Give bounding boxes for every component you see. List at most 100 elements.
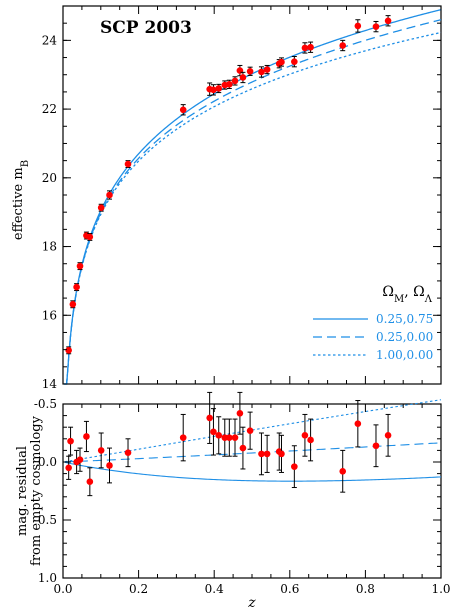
x-tick-label: 0.2 xyxy=(129,582,148,596)
y-tick-label: 22 xyxy=(42,102,57,116)
legend-label: 1.00,0.00 xyxy=(376,348,433,362)
model-curve-solid xyxy=(64,9,442,385)
bottom-point xyxy=(124,438,132,468)
top-marker xyxy=(291,58,298,65)
top-point xyxy=(263,64,271,75)
top-marker xyxy=(239,74,247,81)
y-tick-label: 0.0 xyxy=(38,455,57,469)
bottom-marker xyxy=(83,433,90,440)
top-point xyxy=(231,76,239,86)
chart-title: SCP 2003 xyxy=(100,18,192,38)
top-x-axis-ticks xyxy=(62,6,442,384)
legend-title: ΩM, ΩΛ xyxy=(382,284,432,305)
bottom-point xyxy=(106,447,113,484)
top-marker xyxy=(258,68,265,76)
bottom-marker xyxy=(301,432,309,439)
bottom-marker xyxy=(67,437,74,445)
top-marker xyxy=(65,347,72,354)
y-tick-label: 1.0 xyxy=(38,571,57,585)
top-point xyxy=(73,283,80,292)
model-curve-dashed xyxy=(64,19,442,385)
bottom-point xyxy=(97,432,105,469)
x-tick-label: 0.0 xyxy=(53,582,72,596)
top-point xyxy=(301,42,309,54)
bottom-marker xyxy=(246,427,254,434)
residual-curve-solid xyxy=(64,461,442,482)
bottom-point xyxy=(210,408,217,456)
bottom-point xyxy=(221,418,229,457)
y-tick-label: 24 xyxy=(42,33,58,47)
y-tick-label: 18 xyxy=(42,240,57,254)
bottom-marker xyxy=(291,463,298,470)
bottom-point xyxy=(301,413,309,457)
bottom-marker xyxy=(339,467,347,475)
x-tick-label: 0.8 xyxy=(356,582,375,596)
bottom-marker xyxy=(278,450,285,458)
bottom-marker xyxy=(239,444,247,452)
top-panel: 14 16 18 20 22 24 SCP 2003 effective mB ΩM, Ω… xyxy=(11,5,442,391)
top-marker xyxy=(236,67,244,74)
legend-label: 0.25,0.75 xyxy=(376,312,433,326)
top-marker xyxy=(354,22,362,30)
bottom-marker xyxy=(231,434,239,441)
bottom-point xyxy=(215,416,223,455)
bottom-panel: -0.5 0.0 0.5 1.0 0.0 0.2 0.4 0.6 0.8 1.0 mag. re… xyxy=(15,391,451,611)
bottom-marker xyxy=(124,449,132,457)
top-marker xyxy=(76,262,84,270)
bottom-marker xyxy=(372,442,380,450)
y-tick-label: 14 xyxy=(42,377,58,391)
top-marker xyxy=(210,86,217,94)
bottom-point xyxy=(339,449,347,493)
bottom-point xyxy=(291,445,298,489)
bottom-point xyxy=(258,432,265,476)
bottom-marker xyxy=(354,420,362,428)
top-marker xyxy=(124,160,132,168)
top-marker xyxy=(86,233,94,241)
top-point xyxy=(384,15,392,27)
top-marker xyxy=(106,191,113,199)
top-marker xyxy=(246,67,254,75)
bottom-marker xyxy=(263,450,271,458)
bottom-marker xyxy=(307,436,314,444)
bottom-point xyxy=(67,426,74,456)
y-tick-label: 16 xyxy=(42,308,57,322)
top-marker xyxy=(339,42,347,49)
top-marker xyxy=(97,204,105,212)
bottom-point xyxy=(236,391,244,435)
top-marker xyxy=(384,17,392,25)
top-point xyxy=(65,346,72,355)
top-point xyxy=(291,56,298,68)
bottom-marker xyxy=(215,432,223,439)
top-point xyxy=(69,300,77,309)
top-point xyxy=(278,57,285,67)
bottom-point xyxy=(73,449,80,475)
bottom-marker xyxy=(97,447,105,454)
y-tick-label: -0.5 xyxy=(34,397,57,411)
bottom-marker xyxy=(384,432,392,439)
top-point xyxy=(124,160,132,169)
bottom-point xyxy=(239,426,247,470)
top-marker xyxy=(263,66,271,73)
bottom-marker xyxy=(226,434,233,441)
top-marker xyxy=(179,106,187,114)
top-point xyxy=(307,41,314,53)
bottom-point xyxy=(307,418,314,462)
bottom-point xyxy=(354,400,362,448)
top-model-curves xyxy=(64,9,442,385)
bottom-model-curves xyxy=(64,399,442,482)
bottom-y-axis-label-line1: mag. residual xyxy=(15,446,30,536)
bottom-marker xyxy=(210,428,217,436)
top-marker xyxy=(215,85,223,92)
top-point xyxy=(239,71,247,84)
bottom-marker xyxy=(258,450,265,458)
x-tick-label: 1.0 xyxy=(431,582,450,596)
top-point xyxy=(210,84,217,96)
bottom-y-axis-ticks: -0.5 0.0 0.5 1.0 xyxy=(34,397,441,585)
top-marker xyxy=(69,300,77,308)
bottom-point xyxy=(206,391,213,444)
y-tick-label: 0.5 xyxy=(38,513,57,527)
model-curve-dotted xyxy=(64,31,442,385)
bottom-marker xyxy=(179,434,187,441)
y-tick-label: 20 xyxy=(42,171,57,185)
top-marker xyxy=(231,77,239,85)
